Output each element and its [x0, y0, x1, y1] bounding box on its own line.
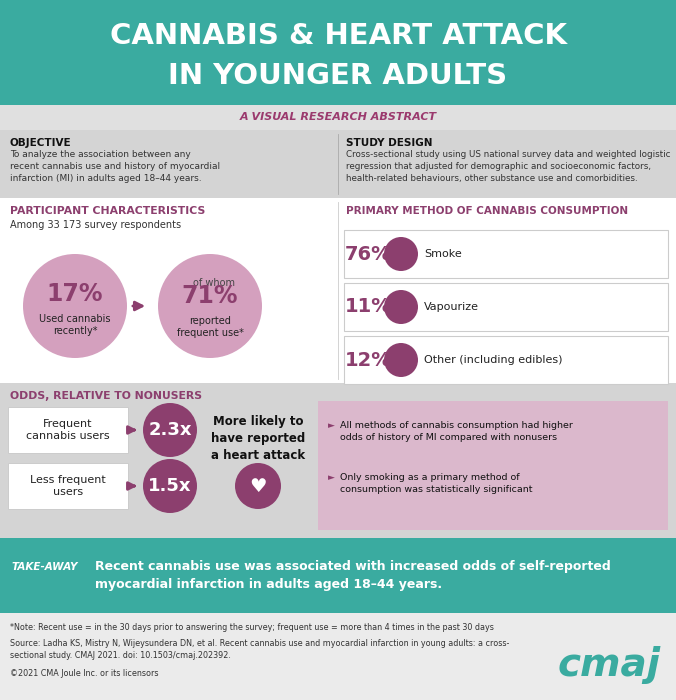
Circle shape [384, 290, 418, 324]
Bar [8, 463, 128, 509]
Text: 12%: 12% [345, 351, 391, 370]
Bar [0, 383, 676, 538]
Bar [318, 401, 668, 530]
Text: reported
frequent use*: reported frequent use* [176, 316, 243, 338]
Text: PARTICIPANT CHARACTERISTICS: PARTICIPANT CHARACTERISTICS [10, 206, 206, 216]
Text: 71%: 71% [182, 284, 238, 308]
Text: 17%: 17% [47, 282, 103, 306]
Text: ►: ► [328, 473, 335, 482]
Bar [344, 230, 668, 278]
Text: Other (including edibles): Other (including edibles) [424, 355, 562, 365]
Bar [8, 407, 128, 453]
Text: ►: ► [328, 421, 335, 430]
Text: cmaj: cmaj [558, 645, 661, 683]
Text: 1.5x: 1.5x [148, 477, 192, 495]
Circle shape [235, 463, 281, 509]
Text: 2.3x: 2.3x [148, 421, 192, 439]
Text: A VISUAL RESEARCH ABSTRACT: A VISUAL RESEARCH ABSTRACT [239, 113, 437, 122]
Text: TAKE-AWAY: TAKE-AWAY [12, 563, 78, 573]
Circle shape [143, 459, 197, 513]
Text: IN YOUNGER ADULTS: IN YOUNGER ADULTS [168, 62, 508, 90]
Circle shape [158, 254, 262, 358]
Text: Frequent
cannabis users: Frequent cannabis users [26, 419, 110, 441]
Text: CANNABIS & HEART ATTACK: CANNABIS & HEART ATTACK [110, 22, 566, 50]
Circle shape [23, 254, 127, 358]
Text: STUDY DESIGN: STUDY DESIGN [346, 138, 433, 148]
Text: More likely to
have reported
a heart attack: More likely to have reported a heart att… [211, 415, 305, 462]
Bar [0, 198, 676, 383]
Text: ODDS, RELATIVE TO NONUSERS: ODDS, RELATIVE TO NONUSERS [10, 391, 202, 401]
Circle shape [384, 237, 418, 271]
Circle shape [384, 343, 418, 377]
Text: OBJECTIVE: OBJECTIVE [10, 138, 72, 148]
Text: 11%: 11% [345, 298, 391, 316]
Text: Smoke: Smoke [424, 249, 462, 259]
Text: Recent cannabis use was associated with increased odds of self-reported
myocardi: Recent cannabis use was associated with … [95, 560, 610, 591]
Text: Cross-sectional study using US national survey data and weighted logistic
regres: Cross-sectional study using US national … [346, 150, 671, 183]
Text: Source: Ladha KS, Mistry N, Wijeysundera DN, et al. Recent cannabis use and myoc: Source: Ladha KS, Mistry N, Wijeysundera… [10, 639, 510, 660]
Bar [344, 336, 668, 384]
Text: ©2021 CMA Joule Inc. or its licensors: ©2021 CMA Joule Inc. or its licensors [10, 669, 158, 678]
Bar [0, 538, 676, 613]
Text: Vapourize: Vapourize [424, 302, 479, 312]
Text: Among 33 173 survey respondents: Among 33 173 survey respondents [10, 220, 181, 230]
Text: All methods of cannabis consumption had higher
odds of history of MI compared wi: All methods of cannabis consumption had … [340, 421, 573, 442]
Text: Less frequent
users: Less frequent users [30, 475, 106, 497]
Text: PRIMARY METHOD OF CANNABIS CONSUMPTION: PRIMARY METHOD OF CANNABIS CONSUMPTION [346, 206, 628, 216]
Bar [344, 283, 668, 331]
Text: Used cannabis
recently*: Used cannabis recently* [39, 314, 111, 337]
Text: ♥: ♥ [249, 477, 267, 496]
Text: 76%: 76% [345, 244, 391, 263]
Bar [0, 105, 676, 130]
Text: *Note: Recent use = in the 30 days prior to answering the survey; frequent use =: *Note: Recent use = in the 30 days prior… [10, 623, 494, 632]
Bar [0, 0, 676, 105]
Bar [0, 130, 676, 198]
Text: Only smoking as a primary method of
consumption was statistically significant: Only smoking as a primary method of cons… [340, 473, 533, 494]
Text: ...of whom: ...of whom [185, 278, 235, 288]
Circle shape [143, 403, 197, 457]
Bar [0, 613, 676, 700]
Text: To analyze the association between any
recent cannabis use and history of myocar: To analyze the association between any r… [10, 150, 220, 183]
